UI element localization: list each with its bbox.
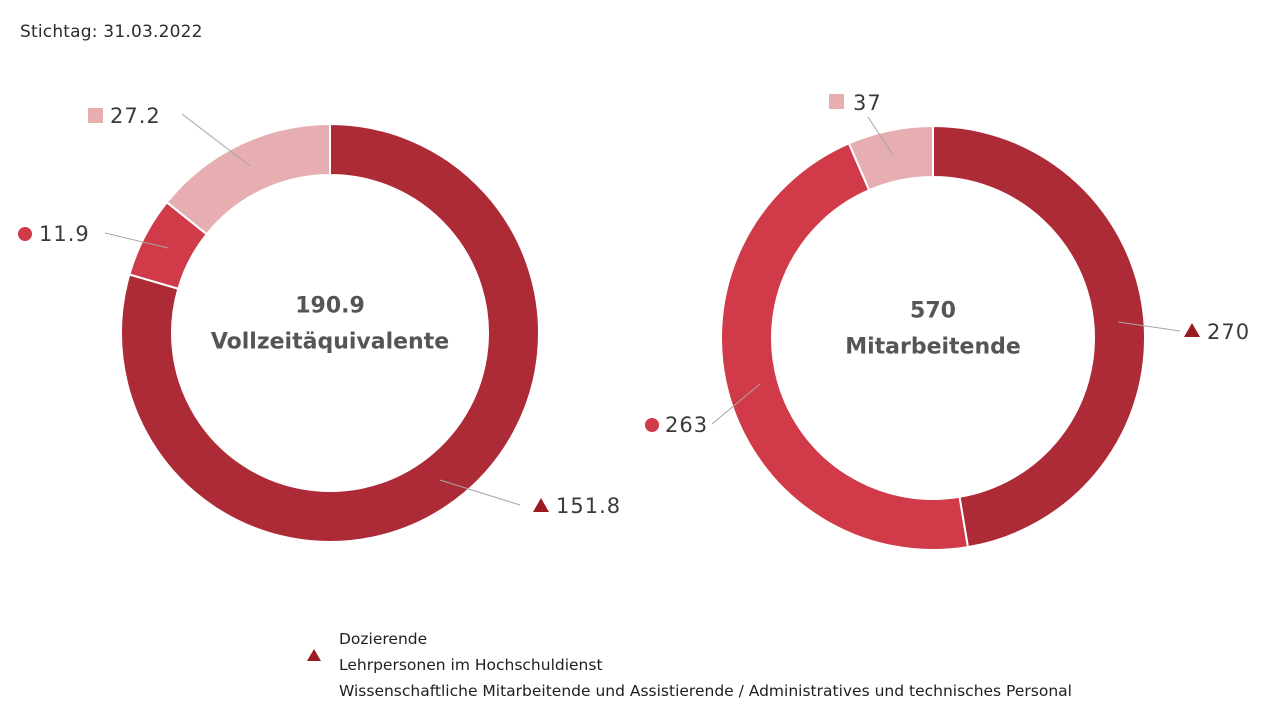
- stichtag-label: Stichtag: 31.03.2022: [20, 22, 203, 42]
- donut-slice-2-1: [932, 124, 1147, 549]
- legend-item-dozierende: Dozierende: [306, 626, 1072, 661]
- leader-line: [104, 232, 169, 249]
- circle-marker-icon: [18, 227, 32, 241]
- data-label: 270: [1207, 320, 1250, 344]
- triangle-marker-icon: [533, 498, 549, 512]
- leader-line: [711, 383, 761, 425]
- data-label: 27.2: [110, 104, 161, 128]
- triangle-marker-icon: [306, 631, 322, 661]
- legend-item-lehrpersonen: Lehrpersonen im Hochschuldienst: [306, 652, 1072, 678]
- center-total-label: Mitarbeitende: [845, 335, 1021, 360]
- data-label: 11.9: [39, 222, 90, 246]
- donut-slice-2-2: [720, 142, 970, 551]
- legend-label: Lehrpersonen im Hochschuldienst: [339, 656, 603, 674]
- data-label: 151.8: [556, 494, 621, 518]
- triangle-marker-icon: [1184, 323, 1200, 337]
- legend-item-wissenschaftliche: Wissenschaftliche Mitarbeitende und Assi…: [306, 678, 1072, 704]
- square-marker-icon: [829, 94, 844, 109]
- legend-label: Dozierende: [339, 630, 428, 648]
- donut-slice-2-3: [847, 124, 934, 192]
- donut-slice-1-1: [120, 122, 540, 543]
- donut-slice-1-3: [165, 122, 331, 236]
- center-total-value: 190.9: [295, 294, 365, 319]
- leader-line: [181, 113, 251, 167]
- square-marker-icon: [88, 108, 103, 123]
- data-label: 263: [665, 413, 708, 437]
- leader-line: [867, 116, 894, 156]
- center-total-value: 570: [910, 299, 956, 324]
- legend-label: Wissenschaftliche Mitarbeitende und Assi…: [339, 682, 1072, 700]
- donut-charts: 151.8 11.9 27.2 190.9 Vollzeitäquivalente 270…: [18, 91, 1250, 551]
- square-marker-icon: [306, 683, 322, 699]
- leader-line: [439, 479, 521, 506]
- data-label: 37: [853, 91, 882, 115]
- circle-marker-icon: [306, 657, 322, 673]
- center-total-label: Vollzeitäquivalente: [211, 330, 449, 355]
- leader-line: [1117, 321, 1181, 332]
- circle-marker-icon: [645, 418, 659, 432]
- legend: Dozierende Lehrpersonen im Hochschuldien…: [306, 626, 1072, 704]
